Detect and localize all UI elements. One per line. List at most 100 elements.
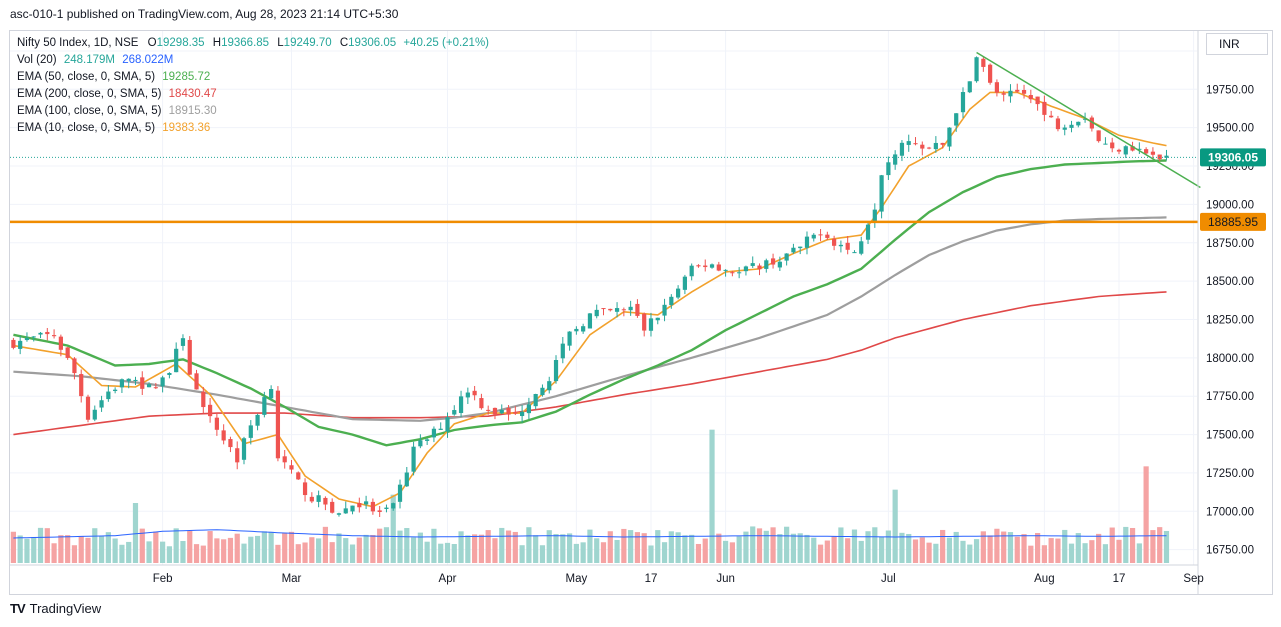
candle-body (418, 440, 423, 447)
volume-bar (132, 503, 139, 563)
volume-bar (397, 530, 403, 563)
candle-body (1144, 149, 1149, 154)
volume-bar (878, 536, 885, 563)
candle-body (520, 411, 525, 417)
time-tick-label: Jul (881, 573, 896, 585)
candle-body (465, 392, 470, 398)
candle-body (1116, 149, 1122, 152)
candle-body (370, 501, 375, 512)
volume-bar (424, 541, 430, 563)
volume-bar (614, 539, 620, 563)
currency-selector[interactable]: INR (1206, 33, 1268, 55)
candle-body (492, 407, 498, 415)
volume-bar (722, 540, 729, 563)
ema200-line (13, 291, 1167, 436)
volume-bar (383, 527, 390, 563)
volume-bar (1082, 543, 1088, 563)
candle-body (167, 373, 172, 375)
ohlc-change: +40.25 (+0.21%) (403, 37, 489, 49)
candle-body (479, 398, 484, 409)
candle-body (614, 308, 620, 312)
volume-bar (709, 429, 715, 563)
volume-bar (71, 545, 78, 563)
candle-body (811, 234, 816, 239)
candle-body (981, 58, 986, 67)
candle-body (336, 513, 342, 515)
volume-bar (1150, 530, 1156, 563)
volume-bar (933, 543, 939, 563)
ema-lines (13, 91, 1167, 508)
ema50-value: 19285.72 (162, 71, 211, 83)
candle-body (628, 306, 633, 311)
volume-bar (804, 534, 810, 563)
volume-bar (641, 533, 647, 563)
support-price-label: 18885.95 (1208, 215, 1258, 229)
ema100-line (13, 216, 1167, 422)
volume-bar (1021, 534, 1027, 563)
candle-body (316, 495, 321, 502)
volume-bar (268, 531, 274, 563)
candle-body (594, 309, 599, 317)
candle-body (1008, 90, 1013, 97)
volume-bar (51, 543, 57, 563)
time-tick-label: 17 (645, 573, 658, 585)
volume-bar (607, 531, 613, 563)
volume-bar (1075, 533, 1081, 563)
candle-body (709, 264, 715, 268)
tradingview-logo-icon: TV (10, 601, 26, 616)
candle-body (587, 313, 593, 329)
candle-body (737, 272, 742, 274)
volume-bar (65, 535, 71, 563)
volume-bar (288, 531, 295, 563)
ema50-label: EMA (50, close, 0, SMA, 5) (17, 71, 156, 83)
candle-body (228, 439, 233, 448)
volume-bar (1116, 539, 1122, 563)
price-tick-label: 19500.00 (1206, 123, 1254, 135)
candle-body (804, 236, 810, 248)
volume-bar (675, 532, 681, 563)
vol-value-2: 268.022M (122, 54, 174, 66)
candle-body (947, 127, 952, 147)
volume-bar (173, 528, 179, 563)
candle-body (926, 147, 932, 149)
price-tick-label: 17000.00 (1206, 506, 1254, 518)
ohlc-low: 19249.70 (283, 37, 332, 49)
volume-bar (1048, 538, 1054, 563)
candle-body (635, 303, 640, 316)
candle-body (404, 472, 409, 487)
candle-body (391, 503, 396, 509)
volume-bar (390, 494, 396, 563)
legend-ema200-row: EMA (200, close, 0, SMA, 5) 18430.47 (17, 86, 489, 103)
candle-body (262, 397, 267, 415)
candle-body (1021, 89, 1027, 94)
volume-bar (234, 533, 240, 563)
candle-body (818, 234, 823, 236)
volume-bar (1157, 527, 1163, 563)
ohlc-high: 19366.85 (221, 37, 270, 49)
volume-bar (363, 534, 369, 563)
price-tick-label: 18500.00 (1206, 276, 1254, 288)
candle-body (201, 391, 206, 408)
volume-bar (105, 532, 111, 563)
candle-body (676, 288, 681, 298)
chart-grid (10, 31, 1197, 565)
price-tick-label: 18000.00 (1206, 353, 1254, 365)
volume-bar (892, 489, 898, 563)
volume-bar (919, 537, 925, 563)
candle-body (282, 456, 287, 463)
volume-bar (1014, 536, 1020, 563)
volume-bar (505, 530, 512, 563)
candle-body (832, 238, 837, 246)
volume-bar (465, 535, 471, 563)
volume-bar (736, 536, 742, 563)
time-tick-label: Apr (439, 573, 457, 585)
volume-bar (44, 528, 50, 563)
candle-body (92, 409, 97, 420)
candle-body (38, 332, 43, 335)
candle-body (1076, 121, 1081, 126)
candle-body (1096, 130, 1101, 142)
candle-body (533, 393, 538, 407)
volume-bar (1062, 529, 1068, 563)
candle-body (431, 428, 437, 438)
